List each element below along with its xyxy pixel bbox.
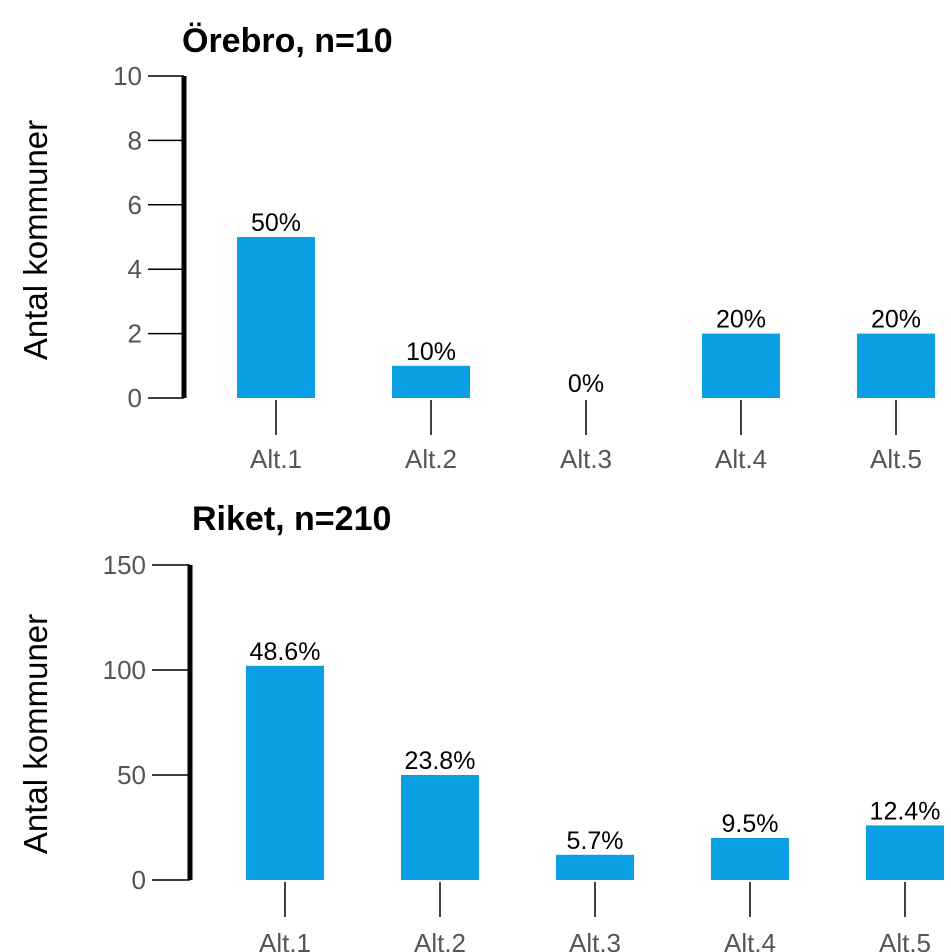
y-axis-label: Antal kommuner bbox=[17, 614, 54, 854]
bar-data-label: 23.8% bbox=[405, 747, 476, 775]
bar bbox=[246, 665, 324, 880]
chart-marks: 0 50 100 150 48.6% Alt.1 23.8% Alt.2 5.7% Alt.3 9.… bbox=[103, 550, 944, 952]
x-tick-label: Alt.5 bbox=[879, 928, 931, 952]
bar-data-label: 0% bbox=[568, 370, 604, 398]
y-tick-label: 0 bbox=[128, 383, 142, 413]
x-tick-label: Alt.1 bbox=[259, 928, 311, 952]
bar-data-label: 48.6% bbox=[250, 638, 321, 666]
y-tick-label: 10 bbox=[113, 61, 142, 91]
x-tick-label: Alt.3 bbox=[560, 444, 612, 474]
y-tick-label: 4 bbox=[128, 254, 142, 284]
bar bbox=[556, 854, 634, 880]
bar bbox=[711, 838, 789, 880]
bar bbox=[392, 365, 470, 398]
y-tick-label: 0 bbox=[132, 865, 146, 895]
x-tick-label: Alt.1 bbox=[250, 444, 302, 474]
x-tick-label: Alt.5 bbox=[870, 444, 922, 474]
bar-data-label: 20% bbox=[871, 306, 921, 334]
x-tick-label: Alt.3 bbox=[569, 928, 621, 952]
y-axis-label: Antal kommuner bbox=[17, 120, 54, 360]
chart-title: Örebro, n=10 bbox=[182, 22, 393, 60]
x-tick-label: Alt.2 bbox=[414, 928, 466, 952]
y-tick-label: 150 bbox=[103, 550, 146, 580]
bar-data-label: 20% bbox=[716, 306, 766, 334]
chart-riket-svg: Riket, n=210 Antal kommuner 0 50 100 150 48.… bbox=[17, 500, 944, 952]
chart-title: Riket, n=210 bbox=[192, 500, 391, 538]
x-tick-label: Alt.4 bbox=[724, 928, 776, 952]
bar bbox=[702, 333, 780, 398]
bar-data-label: 50% bbox=[251, 209, 301, 237]
y-tick-label: 100 bbox=[103, 655, 146, 685]
y-tick-label: 8 bbox=[128, 125, 142, 155]
x-tick-label: Alt.4 bbox=[715, 444, 767, 474]
x-tick-label: Alt.2 bbox=[405, 444, 457, 474]
chart-marks: 0 2 4 6 8 10 50% Alt.1 10% Alt.2 0% Alt.3 20% Alt.4 20… bbox=[113, 61, 935, 474]
bar bbox=[237, 237, 315, 398]
chart-orebro-svg: Örebro, n=10 Antal kommuner 0 2 4 6 8 10 50% Al… bbox=[17, 22, 935, 474]
bar bbox=[857, 333, 935, 398]
bar-data-label: 10% bbox=[406, 338, 456, 366]
bar-data-label: 9.5% bbox=[722, 810, 779, 838]
y-tick-label: 6 bbox=[128, 190, 142, 220]
bar-data-label: 5.7% bbox=[567, 827, 624, 855]
y-tick-label: 2 bbox=[128, 319, 142, 349]
y-tick-label: 50 bbox=[117, 760, 146, 790]
bar bbox=[866, 825, 944, 880]
chart-riket: Riket, n=210 Antal kommuner 0 50 100 150 48.… bbox=[0, 476, 951, 952]
bar-data-label: 12.4% bbox=[870, 797, 941, 825]
bar bbox=[401, 775, 479, 880]
chart-orebro: Örebro, n=10 Antal kommuner 0 2 4 6 8 10 50% Al… bbox=[17, 22, 935, 474]
